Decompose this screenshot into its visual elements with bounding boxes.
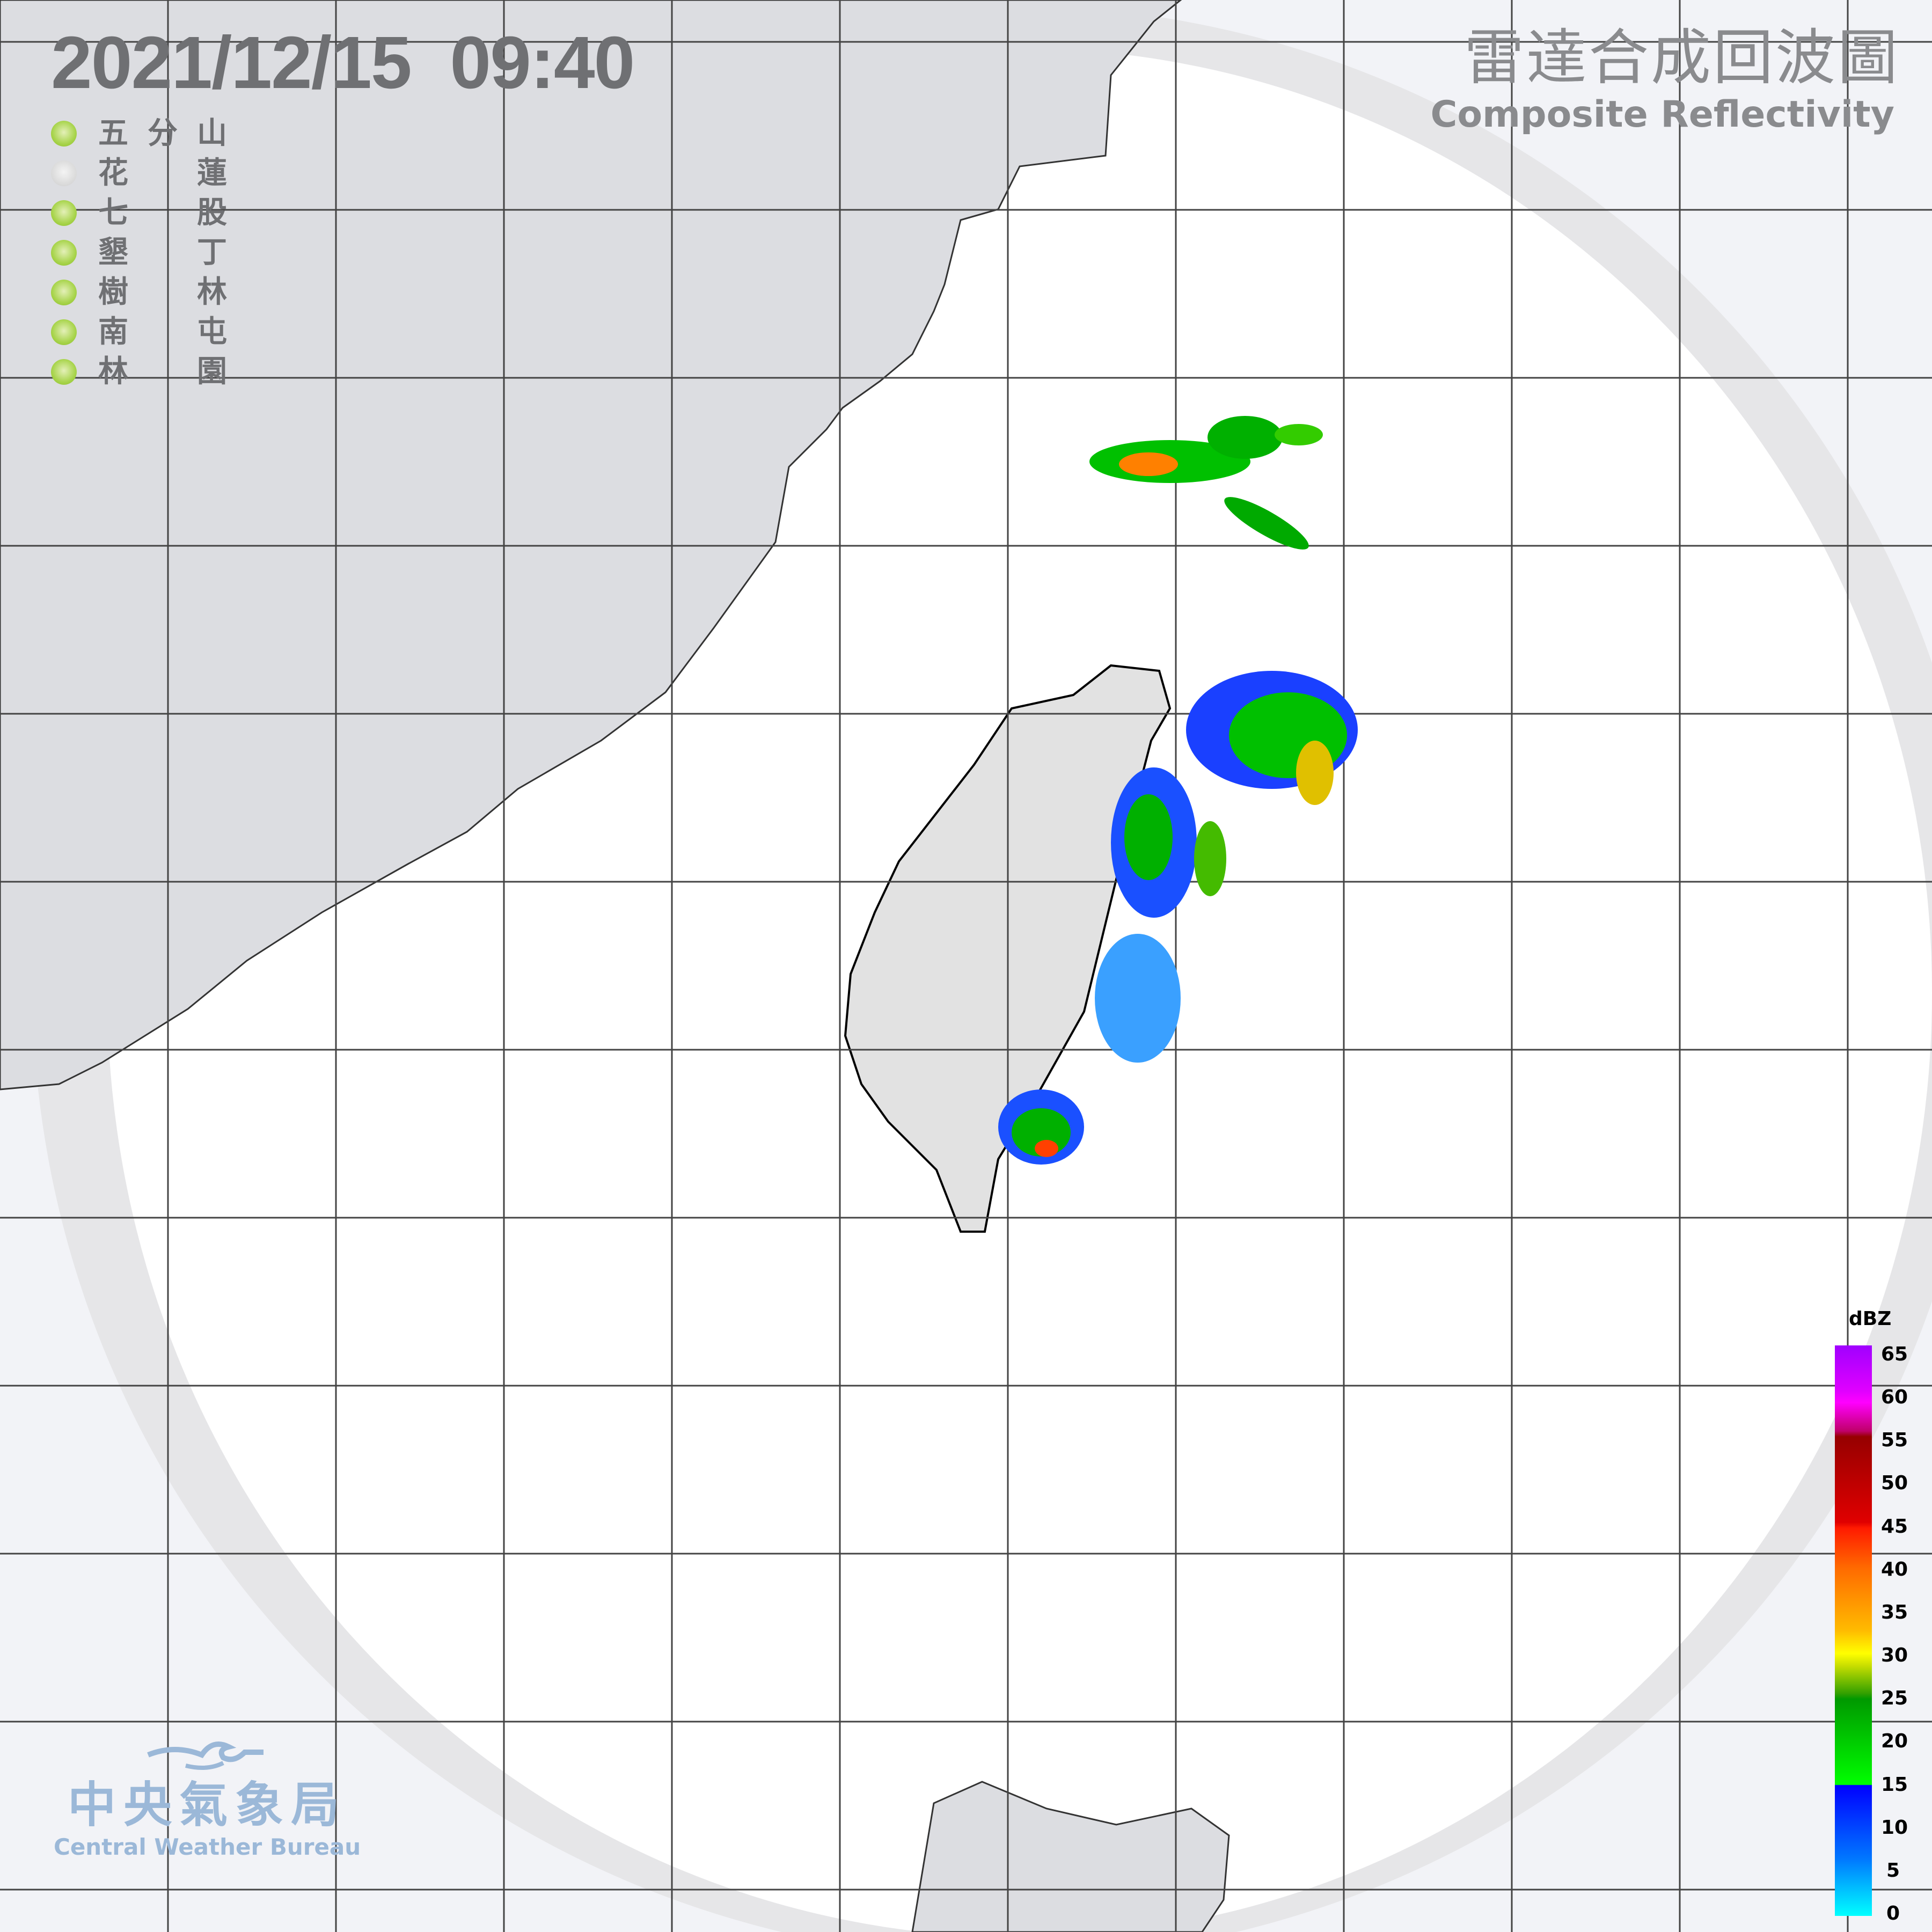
station-name: 墾 xyxy=(98,235,128,270)
land-philippines xyxy=(911,1781,1230,1932)
status-online-icon xyxy=(51,121,77,147)
colorbar-tick: 65 xyxy=(1881,1343,1908,1365)
echo-cell xyxy=(1275,424,1323,445)
map-title-en: Composite Reflectivity xyxy=(1430,93,1894,136)
station-wufenshan: 五分山 xyxy=(51,114,227,153)
station-name: 丁 xyxy=(197,235,227,270)
station-name: 分 xyxy=(148,116,178,151)
station-name: 七 xyxy=(98,195,128,230)
colorbar-tick: 5 xyxy=(1886,1859,1900,1882)
echo-cell xyxy=(1124,794,1173,880)
colorbar-tick: 25 xyxy=(1881,1687,1908,1710)
station-name: 屯 xyxy=(197,314,227,349)
station-name: 五 xyxy=(98,116,128,151)
station-name: 山 xyxy=(197,116,227,151)
station-name: 林 xyxy=(197,275,227,310)
status-online-icon xyxy=(51,200,77,226)
station-name: 股 xyxy=(197,195,227,230)
echo-cells xyxy=(998,416,1358,1165)
colorbar-tick: 30 xyxy=(1881,1644,1908,1667)
station-cigu: 七股 xyxy=(51,193,227,233)
echo-cell xyxy=(1208,416,1283,459)
colorbar-tick: 55 xyxy=(1881,1429,1908,1452)
station-shulin: 樹林 xyxy=(51,273,227,312)
map-title-zh: 雷達合成回波圖 xyxy=(1464,23,1900,93)
colorbar-tick: 15 xyxy=(1881,1773,1908,1796)
logo-text-en: Central Weather Bureau xyxy=(54,1834,361,1860)
status-online-icon xyxy=(51,359,77,385)
colorbar-tick: 40 xyxy=(1881,1558,1908,1580)
colorbar-unit: dBZ xyxy=(1849,1308,1892,1330)
station-name: 林 xyxy=(98,354,128,389)
station-name: 蓮 xyxy=(197,156,227,191)
colorbar-tick: 35 xyxy=(1881,1601,1908,1623)
station-name: 樹 xyxy=(98,275,128,310)
echo-cell xyxy=(1194,821,1226,896)
cwb-logo: 中央氣象局 Central Weather Bureau xyxy=(54,1733,361,1860)
echo-cell xyxy=(1119,452,1178,476)
colorbar-tick: 45 xyxy=(1881,1515,1908,1538)
station-nantun: 南屯 xyxy=(51,312,227,352)
echo-cell xyxy=(1224,497,1309,550)
logo-text-zh: 中央氣象局 xyxy=(68,1777,347,1833)
colorbar-tick: 0 xyxy=(1886,1902,1900,1924)
echo-cell xyxy=(1035,1140,1058,1157)
station-name: 花 xyxy=(98,156,128,191)
colorbar-tick: 50 xyxy=(1881,1472,1908,1495)
station-hualien: 花蓮 xyxy=(51,153,227,193)
status-offline-icon xyxy=(51,160,77,186)
status-online-icon xyxy=(51,240,77,266)
land-china xyxy=(0,0,1182,1091)
radar-station-list: 五分山 花蓮 七股 墾丁 樹林 南屯 林園 xyxy=(51,114,227,392)
timestamp: 2021/12/15 09:40 xyxy=(51,21,635,104)
cloud-wave-icon xyxy=(147,1741,264,1770)
station-name: 南 xyxy=(98,314,128,349)
status-online-icon xyxy=(51,319,77,345)
colorbar-tick: 20 xyxy=(1881,1730,1908,1753)
echo-cell xyxy=(1296,741,1334,805)
station-name: 園 xyxy=(197,354,227,389)
colorbar-gradient xyxy=(1835,1345,1872,1916)
station-kenting: 墾丁 xyxy=(51,233,227,273)
colorbar-tick: 10 xyxy=(1881,1816,1908,1839)
status-online-icon xyxy=(51,280,77,305)
station-linyuan: 林園 xyxy=(51,352,227,392)
echo-cell xyxy=(1095,934,1181,1063)
colorbar-tick: 60 xyxy=(1881,1386,1908,1409)
